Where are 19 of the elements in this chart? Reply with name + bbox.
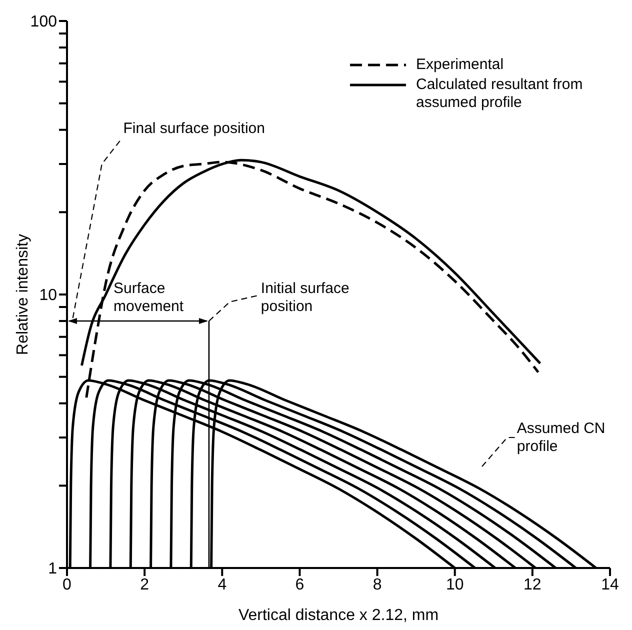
x-tick-label: 4 [218,576,227,594]
y-tick-label: 100 [30,14,58,31]
annotation: Assumed CN profile [516,420,606,456]
x-axis-title: Vertical distance x 2.12, mm [238,607,439,624]
y-axis-title: Relative intensity [14,234,32,355]
y-tick-label: 10 [39,287,58,304]
x-tick-label: 10 [446,576,464,594]
legend-label: Calculated resultant from assumed profile [416,76,584,112]
legend-label: Experimental [416,56,504,74]
annotation: Initial surface position [260,280,350,316]
x-tick-label: 12 [524,576,542,594]
annotation: Final surface position [123,120,266,138]
x-tick-label: 2 [140,576,150,594]
x-tick-label: 8 [372,576,382,594]
annotation: Surface movement [114,280,185,316]
x-tick-label: 0 [62,576,72,594]
x-tick-label: 14 [601,576,619,594]
y-tick-label: 1 [48,560,58,578]
x-tick-label: 6 [295,576,304,594]
